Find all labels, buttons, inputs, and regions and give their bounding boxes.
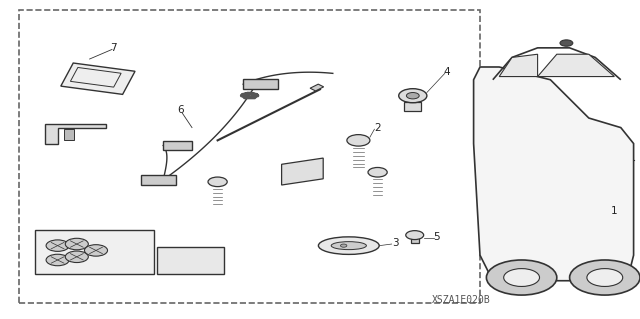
Text: 7: 7 [111, 43, 117, 54]
Bar [404, 102, 421, 111]
Bar [35, 230, 154, 274]
Polygon shape [538, 54, 614, 77]
Circle shape [84, 245, 108, 256]
Circle shape [208, 177, 227, 187]
Bar [163, 141, 192, 150]
Text: 4: 4 [444, 67, 450, 77]
Bar [64, 129, 74, 140]
Circle shape [65, 251, 88, 263]
Text: 2: 2 [374, 122, 381, 133]
Circle shape [504, 269, 540, 286]
Circle shape [65, 238, 88, 250]
Text: 6: 6 [177, 105, 184, 115]
Bar [243, 79, 278, 89]
Circle shape [570, 260, 640, 295]
Polygon shape [499, 54, 538, 77]
Text: 3: 3 [392, 238, 399, 249]
Circle shape [406, 231, 424, 240]
Circle shape [368, 167, 387, 177]
Circle shape [46, 254, 69, 266]
Circle shape [587, 269, 623, 286]
Bar [141, 175, 176, 185]
Circle shape [406, 93, 419, 99]
Ellipse shape [332, 242, 367, 249]
Ellipse shape [319, 237, 379, 255]
Text: XSZA1E020B: XSZA1E020B [431, 295, 490, 305]
Bar [70, 68, 121, 87]
Circle shape [486, 260, 557, 295]
Bar [157, 247, 224, 274]
Bar [310, 84, 324, 91]
Circle shape [399, 89, 427, 103]
Bar [19, 10, 480, 303]
Bar [411, 234, 419, 243]
Bar [61, 63, 135, 94]
Circle shape [340, 244, 347, 247]
Circle shape [46, 240, 69, 251]
Text: 5: 5 [433, 232, 440, 242]
Polygon shape [282, 158, 323, 185]
Text: 1: 1 [611, 205, 618, 216]
Polygon shape [45, 124, 106, 144]
Circle shape [560, 40, 573, 46]
Circle shape [347, 135, 370, 146]
Polygon shape [474, 67, 634, 281]
